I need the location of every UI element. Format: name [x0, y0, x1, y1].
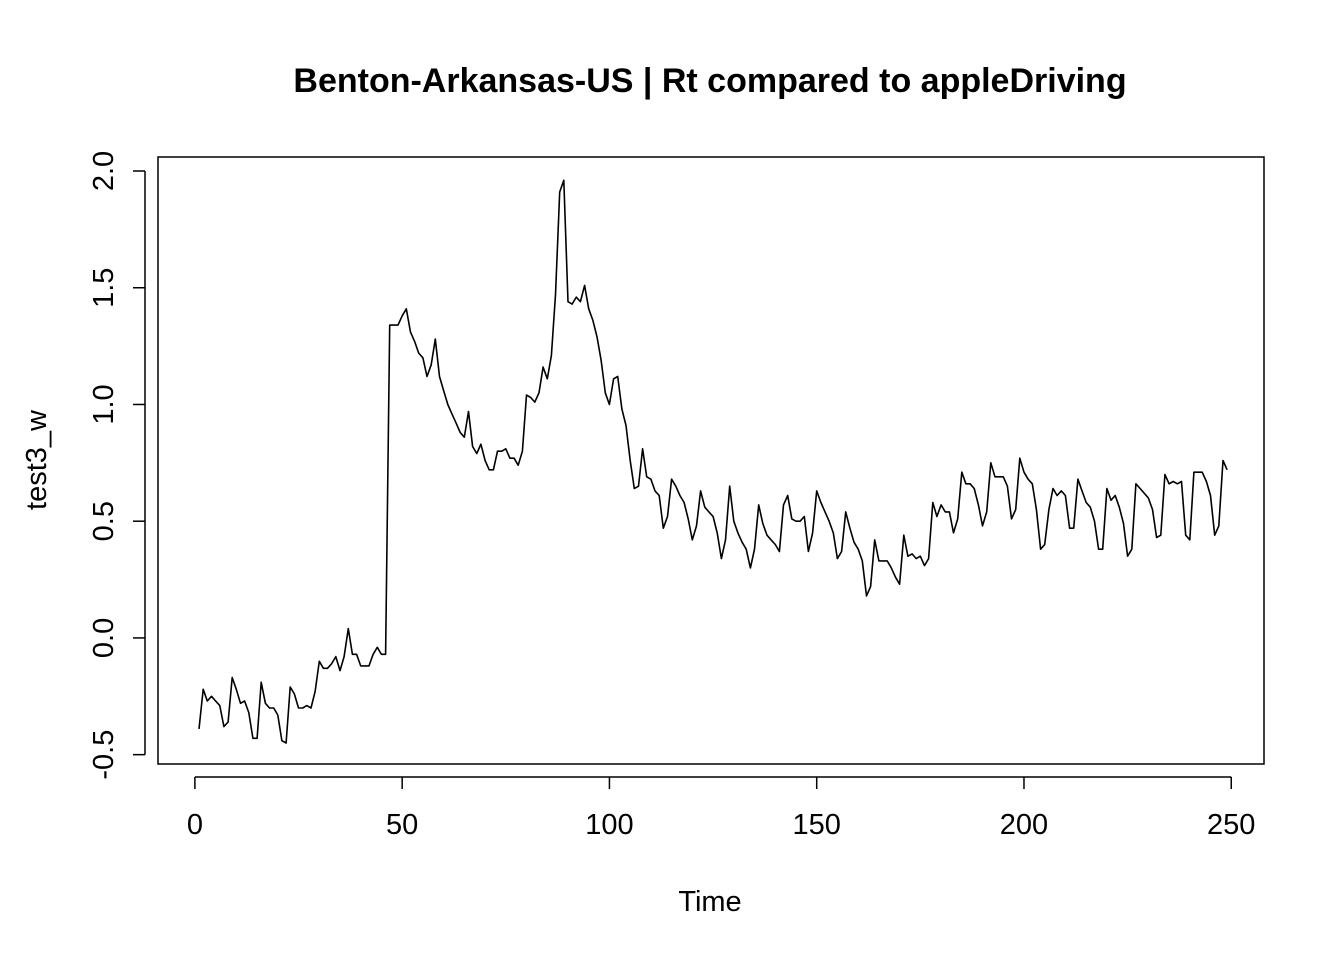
y-tick-label: 1.0 — [88, 384, 120, 424]
x-tick-label: 150 — [793, 809, 841, 841]
x-tick-label: 50 — [386, 809, 418, 841]
chart-title: Benton-Arkansas-US | Rt compared to appl… — [293, 62, 1126, 100]
y-tick-label: 0.0 — [88, 618, 120, 658]
x-axis: 0 50 100 150 200 250 — [187, 776, 1255, 841]
y-tick-label: 2.0 — [88, 151, 120, 191]
y-tick-label: 0.5 — [88, 501, 120, 541]
x-tick-label: 100 — [585, 809, 633, 841]
x-axis-label: Time — [678, 886, 741, 918]
y-axis-label: test3_w — [21, 409, 53, 510]
plot-frame — [157, 156, 1265, 765]
x-tick-label: 0 — [187, 809, 203, 841]
x-tick-label: 200 — [1000, 809, 1048, 841]
y-axis: -0.5 0.0 0.5 1.0 1.5 2.0 — [88, 151, 146, 780]
y-tick-label: -0.5 — [88, 730, 120, 780]
y-tick-label: 1.5 — [88, 268, 120, 308]
series-line-test3-w — [198, 179, 1228, 744]
x-tick-label: 250 — [1207, 809, 1255, 841]
